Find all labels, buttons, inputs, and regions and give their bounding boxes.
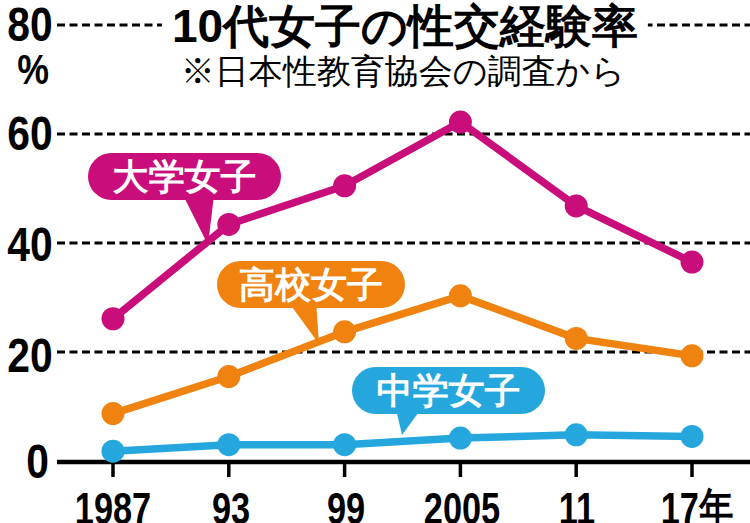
data-point-1-2	[333, 320, 356, 343]
y-axis-label-20: 20	[7, 332, 49, 380]
series-label-highschool: 高校女子	[217, 261, 405, 308]
x-axis-label-17: 17年	[611, 487, 750, 523]
chart-subtitle: ※日本性教育協会の調査から	[181, 52, 625, 90]
data-point-2-4	[565, 423, 588, 446]
series-label-university: 大学女子	[88, 153, 281, 200]
data-point-0-0	[102, 307, 125, 330]
data-point-0-4	[565, 194, 588, 217]
y-axis-label-60: 60	[7, 110, 49, 158]
data-point-0-3	[449, 111, 472, 134]
y-axis-label-0: 0	[7, 438, 49, 486]
data-point-2-0	[102, 440, 125, 463]
chart: 10代女子の性交経験率 ※日本性教育協会の調査から 80 % 60 40 20 …	[0, 0, 750, 523]
chart-title: 10代女子の性交経験率	[162, 2, 648, 50]
series-line-2	[113, 435, 692, 451]
data-point-2-3	[449, 427, 472, 450]
data-point-1-4	[565, 327, 588, 350]
data-point-0-1	[217, 213, 240, 236]
y-axis-label-40: 40	[7, 221, 49, 269]
data-point-2-2	[333, 433, 356, 456]
data-point-1-5	[681, 344, 704, 367]
data-point-0-2	[333, 174, 356, 197]
data-point-2-5	[681, 425, 704, 448]
data-point-1-0	[102, 402, 125, 425]
y-axis-unit: %	[7, 46, 49, 94]
data-point-1-1	[217, 365, 240, 388]
data-point-0-5	[681, 251, 704, 274]
data-point-1-3	[449, 284, 472, 307]
data-point-2-1	[217, 433, 240, 456]
series-label-middleschool: 中学女子	[352, 367, 545, 414]
y-axis-label-80: 80	[7, 1, 49, 49]
